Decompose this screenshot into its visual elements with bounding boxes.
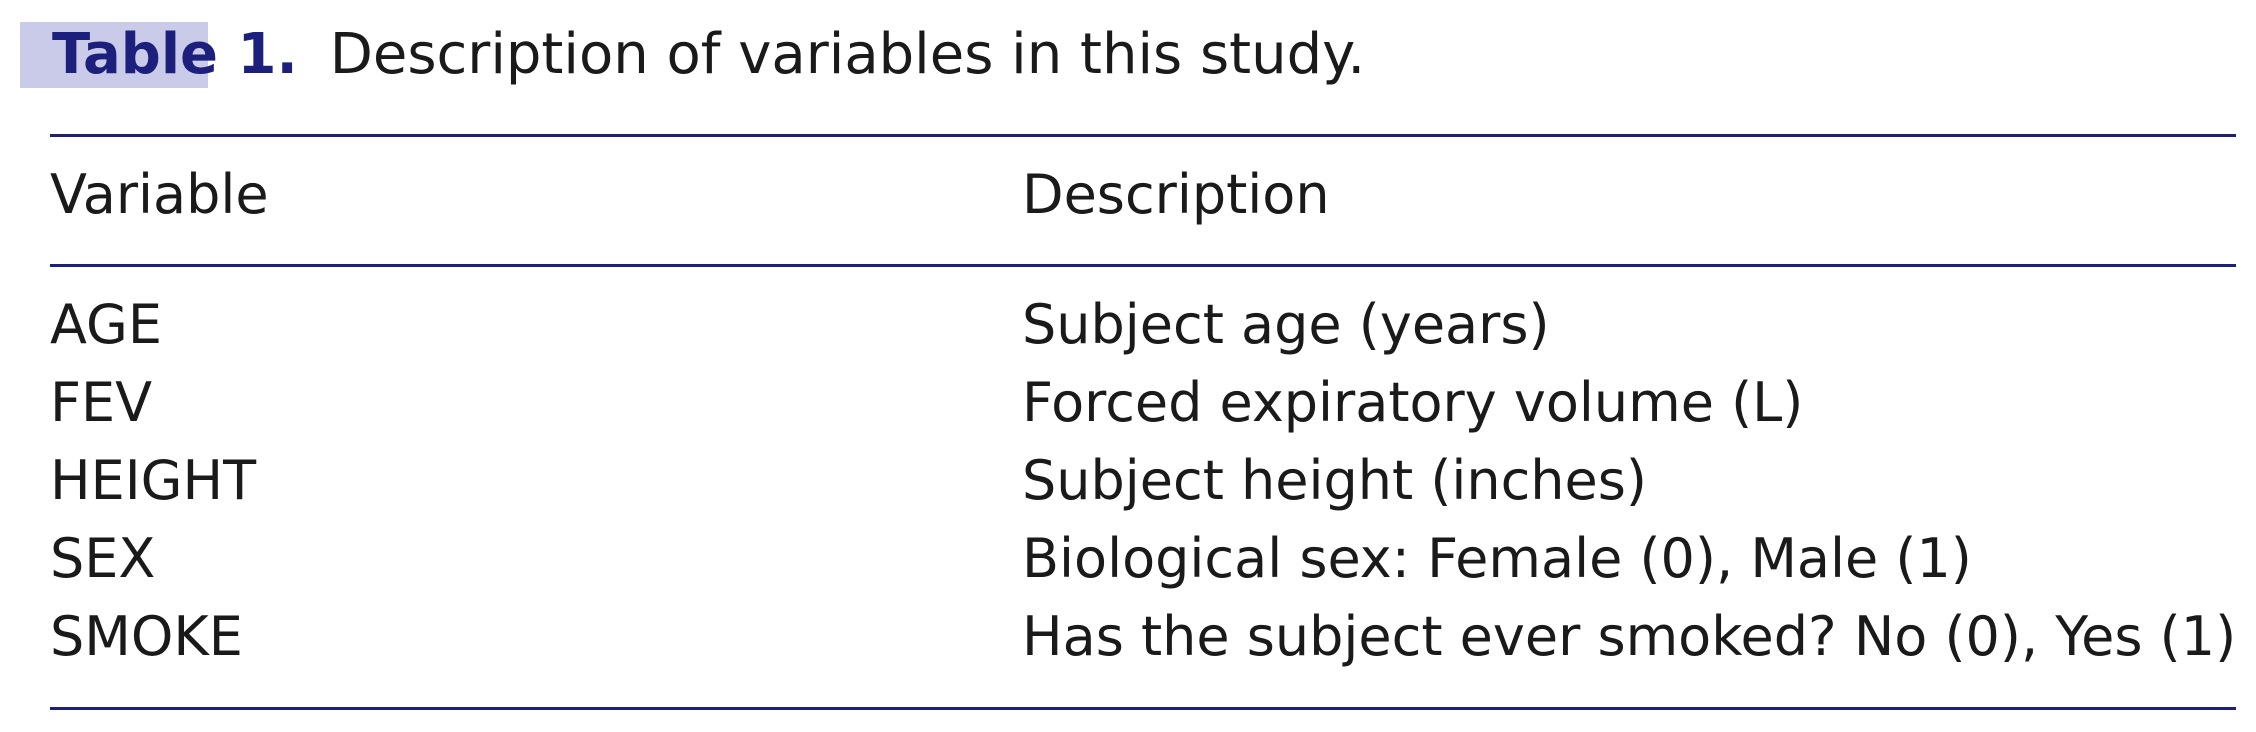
table-caption: Table 1. Description of variables in thi…: [20, 22, 1365, 88]
table-cell-variable: HEIGHT: [50, 449, 257, 512]
table-cell-description: Has the subject ever smoked? No (0), Yes…: [1022, 605, 2237, 668]
table-cell-variable: AGE: [50, 293, 162, 356]
table-cell-variable: SEX: [50, 527, 156, 590]
column-header-variable: Variable: [50, 163, 269, 226]
table-cell-variable: SMOKE: [50, 605, 243, 668]
table-cell-description: Subject height (inches): [1022, 449, 1647, 512]
table-cell-description: Biological sex: Female (0), Male (1): [1022, 527, 1972, 590]
table-top-rule: [50, 134, 2236, 137]
table-header-rule: [50, 264, 2236, 267]
table-cell-variable: FEV: [50, 371, 153, 434]
table-bottom-rule: [50, 707, 2236, 710]
caption-label: Table 1.: [20, 22, 298, 88]
column-header-description: Description: [1022, 163, 1330, 226]
table-cell-description: Forced expiratory volume (L): [1022, 371, 1804, 434]
table-cell-description: Subject age (years): [1022, 293, 1550, 356]
caption-text: Description of variables in this study.: [329, 22, 1366, 87]
